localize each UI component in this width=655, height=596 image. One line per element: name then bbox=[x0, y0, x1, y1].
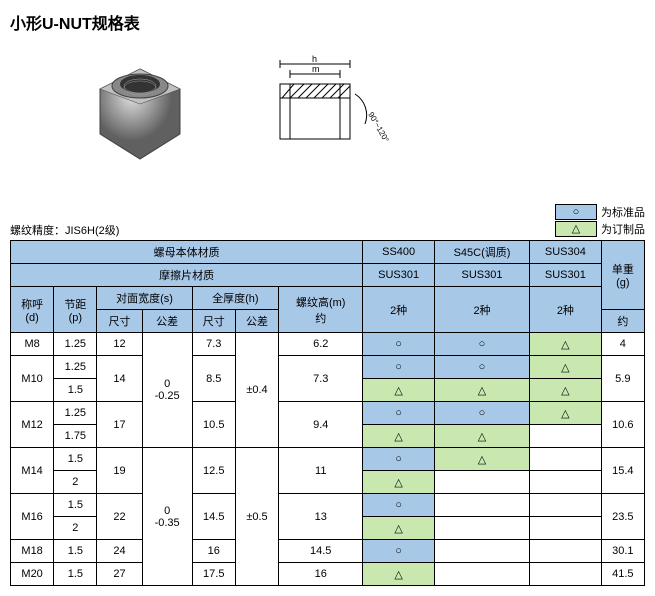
th-pitch: 节距 (p) bbox=[54, 287, 97, 333]
th-s-tol: 公差 bbox=[142, 310, 192, 333]
svg-text:90°~120°: 90°~120° bbox=[366, 111, 390, 144]
legend-row: 螺纹精度：JIS6H(2级) ○ 为标准品 △ 为订制品 bbox=[10, 204, 645, 238]
table-row: M14 1.5 19 0 -0.35 12.5 ±0.5 11 ○ △ 15.4 bbox=[11, 448, 645, 471]
th-thread-height: 螺纹高(m) 约 bbox=[279, 287, 363, 333]
th-h-dim: 尺寸 bbox=[192, 310, 235, 333]
legend-standard-label: 为标准品 bbox=[601, 204, 645, 220]
legend-custom-label: 为订制品 bbox=[601, 221, 645, 237]
th-friction-material: 摩擦片材质 bbox=[11, 264, 363, 287]
precision-text: 螺纹精度：JIS6H(2级) bbox=[10, 222, 119, 238]
table-row: M12 1.25 17 10.5 9.4 ○ ○ △ 10.6 bbox=[11, 402, 645, 425]
dimension-diagram: h m bbox=[250, 54, 400, 174]
table-row: M18 1.5 24 16 14.5 ○ 30.1 bbox=[11, 540, 645, 563]
th-sus301-2: SUS301 bbox=[434, 264, 529, 287]
th-h-tol: 公差 bbox=[235, 310, 278, 333]
legend-standard-symbol: ○ bbox=[555, 204, 597, 220]
th-s-dim: 尺寸 bbox=[97, 310, 142, 333]
th-sus301-1: SUS301 bbox=[363, 264, 435, 287]
th-sus304: SUS304 bbox=[530, 241, 602, 264]
th-type2-2: 2种 bbox=[434, 287, 529, 333]
svg-text:m: m bbox=[312, 64, 320, 74]
table-row: M16 1.5 22 14.5 13 ○ 23.5 bbox=[11, 494, 645, 517]
th-s45c: S45C(调质) bbox=[434, 241, 529, 264]
legend-custom-symbol: △ bbox=[555, 221, 597, 237]
th-weight: 单重 (g) bbox=[601, 241, 644, 310]
images-row: h m bbox=[10, 44, 645, 184]
table-row: M10 1.25 14 8.5 7.3 ○ ○ △ 5.9 bbox=[11, 356, 645, 379]
nut-photo bbox=[70, 44, 210, 184]
th-about: 约 bbox=[601, 310, 644, 333]
th-main-material: 螺母本体材质 bbox=[11, 241, 363, 264]
th-name: 称呼 (d) bbox=[11, 287, 54, 333]
legend: ○ 为标准品 △ 为订制品 bbox=[555, 204, 645, 238]
th-type2-3: 2种 bbox=[530, 287, 602, 333]
spec-table: 螺母本体材质 SS400 S45C(调质) SUS304 单重 (g) 摩擦片材… bbox=[10, 240, 645, 586]
th-type2-1: 2种 bbox=[363, 287, 435, 333]
th-face-width: 对面宽度(s) bbox=[97, 287, 192, 310]
th-full-thickness: 全厚度(h) bbox=[192, 287, 278, 310]
table-row: M8 1.25 12 0 -0.25 7.3 ±0.4 6.2 ○ ○ △ 4 bbox=[11, 333, 645, 356]
page-title: 小形U-NUT规格表 bbox=[10, 10, 645, 34]
table-row: M20 1.5 27 17.5 16 △ 41.5 bbox=[11, 563, 645, 586]
th-sus301-3: SUS301 bbox=[530, 264, 602, 287]
svg-text:h: h bbox=[312, 54, 317, 64]
th-ss400: SS400 bbox=[363, 241, 435, 264]
